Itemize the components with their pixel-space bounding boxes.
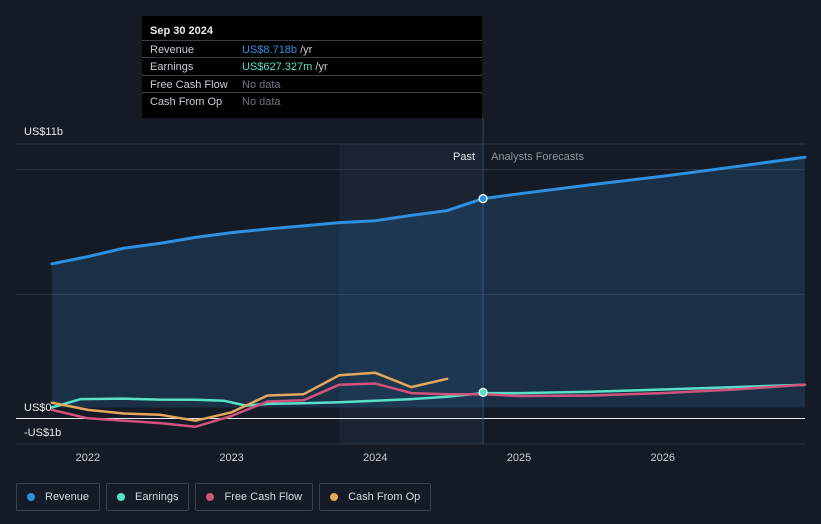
legend-dot-icon <box>206 493 215 501</box>
earnings-marker <box>478 387 488 398</box>
tooltip-value-wrap: US$627.327m /yr <box>242 61 328 73</box>
tooltip-date: Sep 30 2024 <box>150 25 213 37</box>
tooltip-value: US$8.718b <box>242 44 298 56</box>
x-tick-label: 2022 <box>76 452 100 464</box>
x-tick-label: 2024 <box>363 452 387 464</box>
past-label: Past <box>453 151 475 163</box>
legend-item-free-cash-flow[interactable]: Free Cash Flow <box>195 483 314 511</box>
legend-dot-icon <box>330 493 339 501</box>
tooltip-value-wrap: US$8.718b /yr <box>242 44 312 56</box>
legend-item-cash-from-op[interactable]: Cash From Op <box>319 483 432 511</box>
x-tick-label: 2023 <box>219 452 243 464</box>
tooltip-value: No data <box>242 96 281 108</box>
y-tick-label: US$0 <box>24 402 52 414</box>
legend-dot-icon <box>117 493 126 501</box>
tooltip-value-wrap: No data <box>242 79 281 91</box>
tooltip-label: Free Cash Flow <box>150 79 228 91</box>
x-tick-label: 2025 <box>507 452 531 464</box>
data-tooltip: Sep 30 2024 Revenue US$8.718b /yr Earnin… <box>142 16 482 118</box>
tooltip-label: Cash From Op <box>150 96 223 108</box>
legend-item-earnings[interactable]: Earnings <box>106 483 190 511</box>
y-tick-label: US$11b <box>24 126 63 138</box>
legend-label: Revenue <box>45 491 90 503</box>
revenue-area <box>51 157 805 408</box>
x-tick-label: 2026 <box>650 452 674 464</box>
tooltip-value: No data <box>242 79 281 91</box>
y-tick-label: -US$1b <box>24 427 61 439</box>
chart-legend: Revenue Earnings Free Cash Flow Cash Fro… <box>16 483 437 511</box>
tooltip-row-free-cash-flow: Free Cash Flow No data <box>142 75 482 93</box>
tooltip-unit: /yr <box>315 61 328 73</box>
tooltip-row-cash-from-op: Cash From Op No data <box>142 92 482 110</box>
forecast-label: Analysts Forecasts <box>491 151 584 163</box>
earnings-line <box>50 383 807 409</box>
tooltip-label: Revenue <box>150 44 195 56</box>
legend-label: Free Cash Flow <box>224 491 303 503</box>
fcf-line <box>50 382 807 428</box>
tooltip-value: US$627.327m <box>242 61 313 73</box>
tooltip-row-revenue: Revenue US$8.718b /yr <box>142 40 482 58</box>
legend-label: Earnings <box>135 491 179 503</box>
tooltip-row-earnings: Earnings US$627.327m /yr <box>142 57 482 75</box>
revenue-marker <box>478 194 488 204</box>
tooltip-value-wrap: No data <box>242 96 281 108</box>
legend-item-revenue[interactable]: Revenue <box>16 483 101 511</box>
legend-label: Cash From Op <box>348 491 421 503</box>
tooltip-unit: /yr <box>300 44 313 56</box>
tooltip-label: Earnings <box>150 61 194 73</box>
revenue-line <box>50 155 807 266</box>
cfo-line <box>50 371 449 422</box>
legend-dot-icon <box>27 493 35 501</box>
